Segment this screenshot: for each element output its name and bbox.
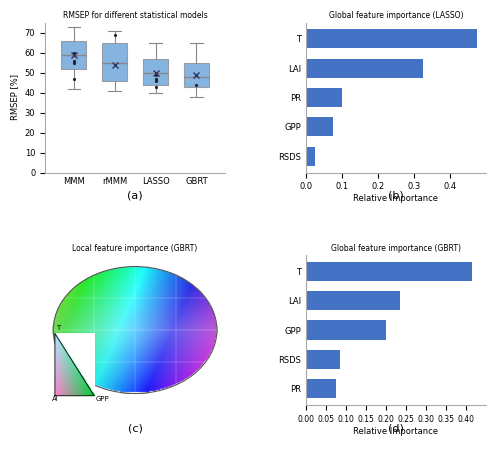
Text: (a): (a): [127, 190, 143, 201]
Title: Local feature importance (GBRT): Local feature importance (GBRT): [73, 244, 198, 253]
Bar: [306, 117, 333, 136]
X-axis label: Relative Importance: Relative Importance: [354, 194, 438, 203]
Bar: [306, 320, 386, 340]
PathPatch shape: [62, 40, 86, 68]
Text: (b): (b): [388, 190, 404, 201]
Bar: [306, 379, 336, 398]
PathPatch shape: [102, 42, 127, 81]
Text: AI: AI: [52, 396, 59, 402]
Bar: [306, 29, 477, 49]
Bar: [306, 58, 423, 78]
Y-axis label: RMSEP [%]: RMSEP [%]: [10, 75, 19, 121]
Bar: [306, 88, 342, 107]
Bar: [306, 291, 400, 310]
Text: GPP: GPP: [96, 396, 109, 402]
Bar: [306, 350, 340, 369]
Text: (d): (d): [388, 423, 404, 433]
Title: RMSEP for different statistical models: RMSEP for different statistical models: [63, 11, 207, 20]
Title: Global feature importance (GBRT): Global feature importance (GBRT): [331, 244, 461, 253]
X-axis label: Relative Importance: Relative Importance: [354, 427, 438, 436]
Bar: [306, 262, 472, 281]
Text: T: T: [56, 325, 60, 331]
Text: (c): (c): [128, 423, 142, 433]
Bar: [306, 147, 315, 166]
PathPatch shape: [143, 58, 168, 85]
Ellipse shape: [53, 266, 217, 393]
Title: Global feature importance (LASSO): Global feature importance (LASSO): [329, 11, 463, 20]
PathPatch shape: [184, 63, 209, 86]
